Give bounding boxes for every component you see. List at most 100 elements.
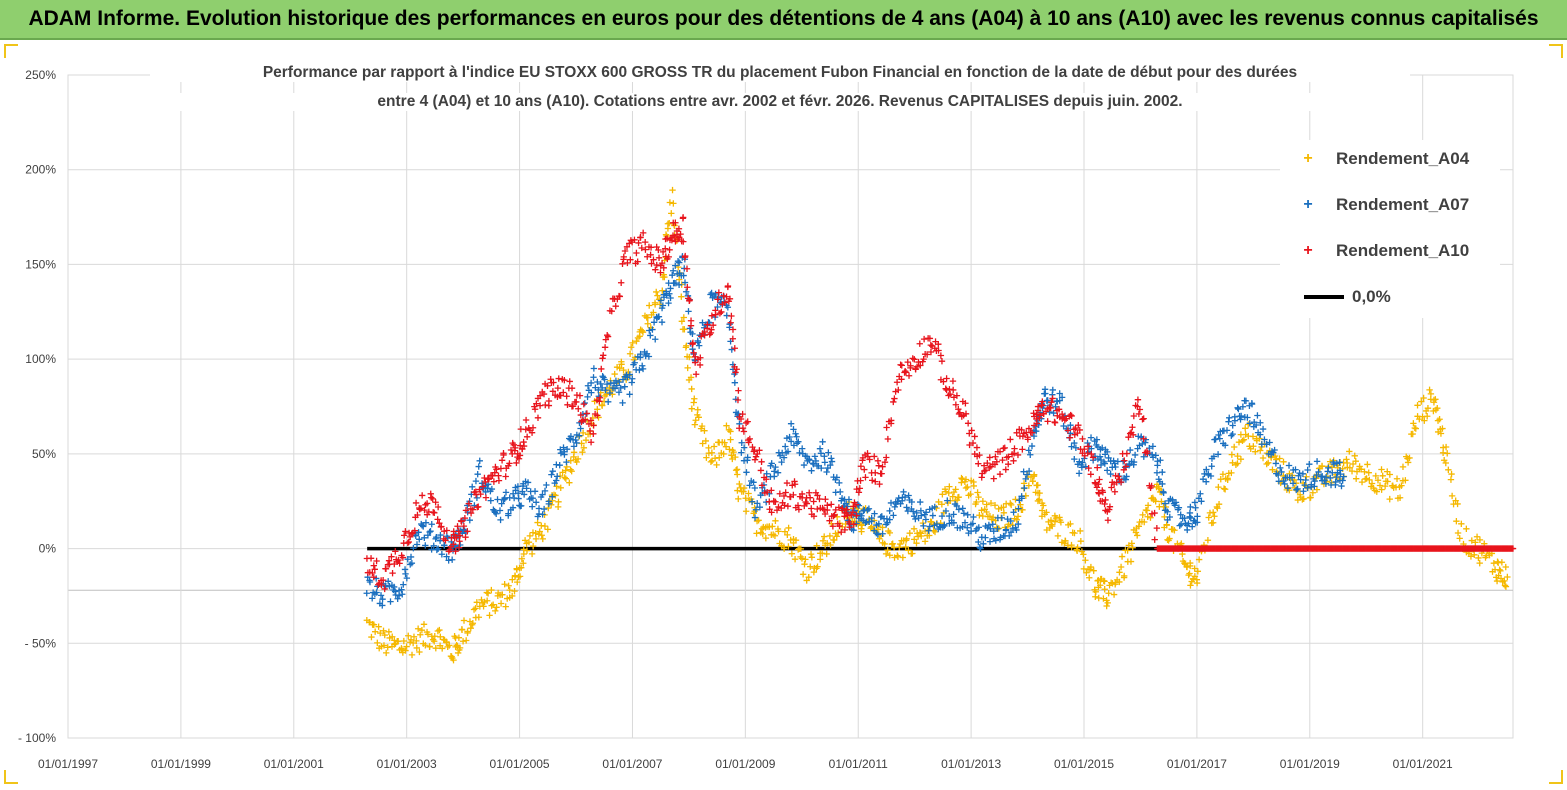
data-point bbox=[689, 330, 696, 338]
data-point bbox=[1277, 464, 1284, 472]
data-point bbox=[462, 534, 469, 541]
data-point bbox=[806, 494, 814, 501]
data-point bbox=[1017, 501, 1024, 508]
data-point bbox=[1136, 406, 1144, 413]
data-point bbox=[1064, 427, 1072, 434]
data-point bbox=[1289, 480, 1297, 487]
y-tick-label: 150% bbox=[25, 257, 56, 271]
data-point bbox=[1361, 468, 1368, 475]
data-point bbox=[1454, 500, 1461, 508]
data-point bbox=[982, 466, 990, 474]
data-point bbox=[1116, 578, 1123, 586]
data-point bbox=[1219, 471, 1227, 478]
data-point bbox=[476, 457, 483, 465]
data-point bbox=[660, 264, 667, 272]
data-point bbox=[1278, 468, 1285, 476]
data-point bbox=[925, 527, 932, 534]
data-point bbox=[598, 365, 605, 373]
data-point bbox=[884, 547, 891, 554]
data-point bbox=[548, 471, 555, 478]
data-point bbox=[1029, 478, 1037, 485]
data-point bbox=[964, 420, 972, 427]
data-point bbox=[1447, 476, 1455, 483]
data-point bbox=[1129, 431, 1137, 439]
data-point bbox=[772, 498, 779, 505]
data-point bbox=[758, 458, 765, 465]
data-point bbox=[1010, 457, 1017, 464]
data-point bbox=[1214, 451, 1222, 458]
data-point bbox=[1084, 443, 1092, 450]
data-point bbox=[875, 520, 883, 528]
data-point bbox=[520, 491, 528, 498]
data-point bbox=[1434, 404, 1441, 412]
data-point bbox=[488, 586, 495, 594]
data-point bbox=[1215, 500, 1223, 508]
data-point bbox=[739, 410, 746, 418]
data-point bbox=[724, 282, 732, 290]
data-point bbox=[878, 470, 885, 477]
data-point bbox=[1104, 517, 1112, 524]
data-point bbox=[378, 581, 385, 589]
data-point bbox=[955, 405, 962, 413]
data-point bbox=[1399, 463, 1407, 471]
data-point bbox=[780, 454, 788, 461]
data-point bbox=[1215, 431, 1222, 439]
data-point bbox=[819, 438, 826, 446]
data-point bbox=[1120, 466, 1128, 473]
data-point bbox=[1242, 425, 1249, 432]
data-point bbox=[1007, 517, 1014, 525]
data-point bbox=[1169, 496, 1176, 504]
data-point bbox=[1057, 519, 1065, 526]
data-point bbox=[964, 483, 971, 491]
data-point bbox=[736, 480, 743, 488]
data-point bbox=[894, 553, 902, 560]
data-point bbox=[560, 389, 567, 396]
data-point bbox=[1152, 452, 1159, 459]
data-point bbox=[937, 352, 945, 359]
data-point bbox=[939, 491, 946, 498]
data-point bbox=[403, 574, 411, 582]
data-point bbox=[391, 637, 398, 644]
data-point bbox=[380, 627, 387, 635]
data-point bbox=[668, 210, 675, 217]
data-point bbox=[561, 474, 568, 481]
data-point bbox=[785, 524, 792, 532]
data-point bbox=[853, 512, 860, 519]
data-point bbox=[1254, 412, 1261, 419]
data-point bbox=[1067, 411, 1074, 419]
data-point bbox=[1058, 394, 1066, 401]
data-point bbox=[1130, 412, 1138, 420]
data-point bbox=[716, 310, 724, 317]
corner-decoration bbox=[4, 44, 18, 58]
data-point bbox=[1372, 472, 1379, 480]
data-point bbox=[487, 497, 494, 504]
data-point bbox=[920, 522, 927, 530]
data-point bbox=[1034, 481, 1041, 489]
data-point bbox=[586, 427, 594, 435]
data-point bbox=[787, 536, 794, 544]
data-point bbox=[860, 507, 867, 515]
data-point bbox=[1090, 567, 1097, 574]
data-point bbox=[683, 265, 691, 272]
data-point bbox=[684, 364, 691, 372]
data-point bbox=[615, 389, 623, 396]
data-point bbox=[1077, 527, 1084, 535]
data-point bbox=[416, 648, 423, 656]
data-point bbox=[669, 272, 676, 279]
data-point bbox=[999, 456, 1006, 464]
data-point bbox=[931, 503, 938, 511]
data-point bbox=[980, 540, 987, 548]
data-point bbox=[950, 519, 958, 527]
data-point bbox=[642, 246, 649, 253]
data-point bbox=[744, 457, 751, 464]
data-point bbox=[979, 498, 987, 505]
data-point bbox=[754, 450, 761, 458]
data-point bbox=[1280, 477, 1287, 485]
data-point bbox=[691, 421, 699, 428]
data-point bbox=[1013, 516, 1020, 523]
data-point bbox=[881, 459, 889, 466]
data-point bbox=[723, 293, 730, 300]
data-point bbox=[1000, 509, 1008, 516]
data-point bbox=[989, 521, 996, 528]
data-point bbox=[784, 448, 792, 455]
